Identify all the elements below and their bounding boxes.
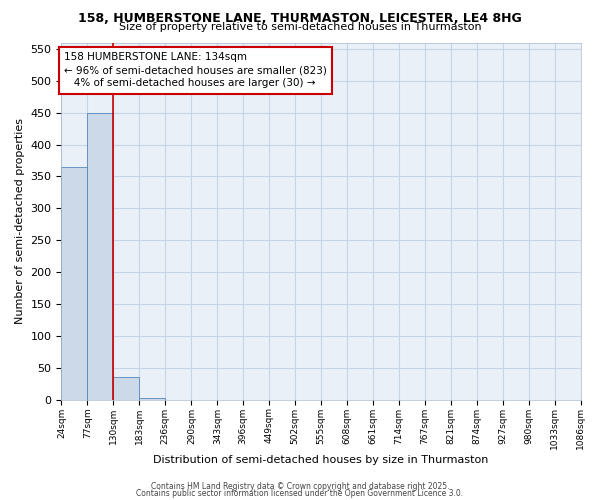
Bar <box>581 398 600 400</box>
Bar <box>61 167 88 400</box>
Text: 158, HUMBERSTONE LANE, THURMASTON, LEICESTER, LE4 8HG: 158, HUMBERSTONE LANE, THURMASTON, LEICE… <box>78 12 522 26</box>
Bar <box>88 112 113 400</box>
Bar <box>113 378 139 400</box>
X-axis label: Distribution of semi-detached houses by size in Thurmaston: Distribution of semi-detached houses by … <box>153 455 488 465</box>
Text: 158 HUMBERSTONE LANE: 134sqm
← 96% of semi-detached houses are smaller (823)
   : 158 HUMBERSTONE LANE: 134sqm ← 96% of se… <box>64 52 327 88</box>
Bar <box>139 398 165 400</box>
Text: Contains HM Land Registry data © Crown copyright and database right 2025.: Contains HM Land Registry data © Crown c… <box>151 482 449 491</box>
Y-axis label: Number of semi-detached properties: Number of semi-detached properties <box>15 118 25 324</box>
Text: Size of property relative to semi-detached houses in Thurmaston: Size of property relative to semi-detach… <box>119 22 481 32</box>
Text: Contains public sector information licensed under the Open Government Licence 3.: Contains public sector information licen… <box>136 489 464 498</box>
